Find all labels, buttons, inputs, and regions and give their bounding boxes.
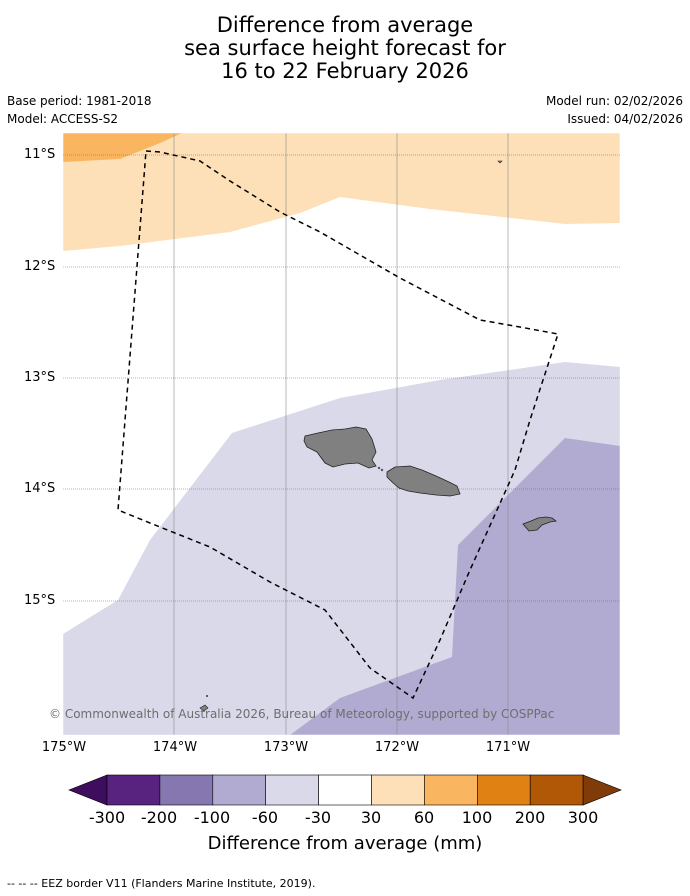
map-frame bbox=[62, 132, 621, 736]
anomaly-region-60-100 bbox=[63, 133, 182, 162]
title-line-3: 16 to 22 February 2026 bbox=[221, 59, 469, 83]
colorbar-segment bbox=[159, 774, 214, 806]
colorbar-tick-label: -300 bbox=[88, 808, 126, 827]
colorbar-segment bbox=[529, 774, 584, 806]
eez-border bbox=[117, 150, 559, 700]
copyright-notice: © Commonwealth of Australia 2026, Bureau… bbox=[49, 707, 555, 721]
lon-label-175w: 175°W bbox=[41, 740, 87, 755]
title-line-2: sea surface height forecast for bbox=[184, 36, 506, 60]
colorbar-tick-label: -200 bbox=[140, 808, 178, 827]
wallis-island bbox=[199, 704, 209, 712]
colorbar-segment bbox=[212, 774, 267, 806]
anomaly-region-minus60-minus100 bbox=[290, 438, 620, 735]
lat-label-13s: 13°S bbox=[24, 370, 56, 385]
colorbar-segment bbox=[265, 774, 319, 806]
colorbar-segment bbox=[476, 774, 531, 806]
upolu-island bbox=[386, 465, 461, 497]
colorbar-tick-label: -100 bbox=[193, 808, 231, 827]
colorbar-tick-label: 100 bbox=[461, 808, 493, 827]
colorbar-tick-label: 200 bbox=[514, 808, 546, 827]
colorbar-segment bbox=[318, 774, 372, 806]
model-run: Model run: 02/02/2026 bbox=[545, 94, 683, 108]
issued-date: Issued: 04/02/2026 bbox=[567, 112, 683, 126]
manono-islet bbox=[380, 468, 384, 472]
lon-label-174w: 174°W bbox=[152, 740, 198, 755]
eez-legend-note: -- -- -- EEZ border V11 (Flanders Marine… bbox=[7, 877, 316, 890]
base-period: Base period: 1981-2018 bbox=[7, 94, 152, 108]
colorbar-segment bbox=[371, 774, 425, 806]
lat-label-12s: 12°S bbox=[24, 259, 56, 274]
lon-label-171w: 171°W bbox=[485, 740, 531, 755]
lon-label-173w: 173°W bbox=[263, 740, 309, 755]
latitude-gridlines bbox=[63, 154, 620, 602]
tutuila-island bbox=[522, 516, 557, 532]
savaii-island bbox=[303, 426, 377, 469]
colorbar-tick-label: 30 bbox=[360, 808, 382, 827]
colorbar-tick-label: 300 bbox=[567, 808, 599, 827]
longitude-gridlines bbox=[173, 133, 509, 735]
lat-label-11s: 11°S bbox=[24, 147, 56, 162]
model-name: Model: ACCESS-S2 bbox=[7, 112, 119, 126]
colorbar-tick-label: -60 bbox=[251, 808, 279, 827]
lat-label-14s: 14°S bbox=[24, 481, 56, 496]
colorbar-segment bbox=[106, 774, 161, 806]
colorbar-extend-high bbox=[582, 774, 622, 806]
apolima-islet bbox=[377, 466, 381, 470]
colorbar-extend-low bbox=[68, 774, 108, 806]
swains-island bbox=[497, 160, 503, 164]
futuna-islet bbox=[206, 695, 208, 697]
colorbar-tick-label: 60 bbox=[413, 808, 435, 827]
colorbar-title: Difference from average (mm) bbox=[207, 833, 483, 854]
map-plot-area bbox=[63, 133, 620, 735]
map-title: Difference from average sea surface heig… bbox=[0, 14, 690, 83]
lat-label-15s: 15°S bbox=[24, 593, 56, 608]
lon-label-172w: 172°W bbox=[374, 740, 420, 755]
colorbar bbox=[68, 774, 622, 806]
colorbar-tick-label: -30 bbox=[304, 808, 332, 827]
title-line-1: Difference from average bbox=[216, 13, 474, 37]
colorbar-segment bbox=[424, 774, 478, 806]
